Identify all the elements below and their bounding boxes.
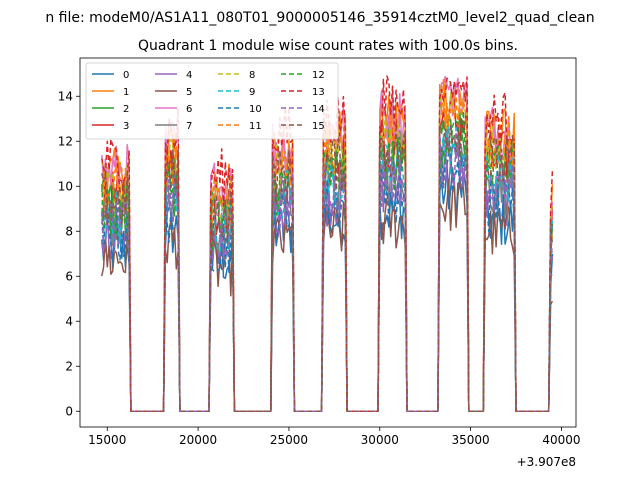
- series-line-9: [101, 124, 554, 413]
- legend-label-5: 5: [186, 87, 192, 98]
- legend-label-8: 8: [249, 70, 255, 81]
- x-offset-label: +3.907e8: [517, 455, 576, 469]
- legend-label-7: 7: [186, 121, 192, 132]
- legend-label-15: 15: [312, 121, 325, 132]
- y-tick-label: 2: [65, 359, 73, 373]
- legend-label-13: 13: [312, 87, 325, 98]
- legend-label-12: 12: [312, 70, 325, 81]
- y-tick-label: 6: [65, 269, 73, 283]
- y-tick-label: 14: [58, 89, 73, 103]
- x-tick-label: 40000: [542, 433, 580, 447]
- axes: 15000 20000 25000 30000 35000 400000246810121…: [58, 89, 581, 447]
- series-line-15: [101, 120, 554, 413]
- y-tick-label: 0: [65, 404, 73, 418]
- y-tick-label: 12: [58, 134, 73, 148]
- legend-label-6: 6: [186, 104, 192, 115]
- x-tick-label: 30000: [361, 433, 399, 447]
- legend-label-4: 4: [186, 70, 192, 81]
- legend-label-11: 11: [249, 121, 262, 132]
- legend-label-10: 10: [249, 104, 262, 115]
- figure-suptitle: n file: modeM0/AS1A11_080T01_9000005146_…: [45, 10, 594, 26]
- legend-label-9: 9: [249, 87, 255, 98]
- legend-label-3: 3: [123, 121, 129, 132]
- legend-label-1: 1: [123, 87, 129, 98]
- legend-box: [85, 62, 339, 140]
- chart-title: Quadrant 1 module wise count rates with …: [138, 38, 518, 54]
- legend-label-2: 2: [123, 104, 129, 115]
- x-tick-label: 35000: [452, 433, 490, 447]
- x-tick-label: 20000: [179, 433, 217, 447]
- x-tick-label: 25000: [270, 433, 308, 447]
- legend-label-14: 14: [312, 104, 325, 115]
- y-tick-label: 8: [65, 224, 73, 238]
- y-tick-label: 10: [58, 179, 73, 193]
- plot-frame: [79, 57, 577, 428]
- legend-label-0: 0: [123, 70, 129, 81]
- x-tick-label: 15000: [88, 433, 126, 447]
- y-tick-label: 4: [65, 314, 73, 328]
